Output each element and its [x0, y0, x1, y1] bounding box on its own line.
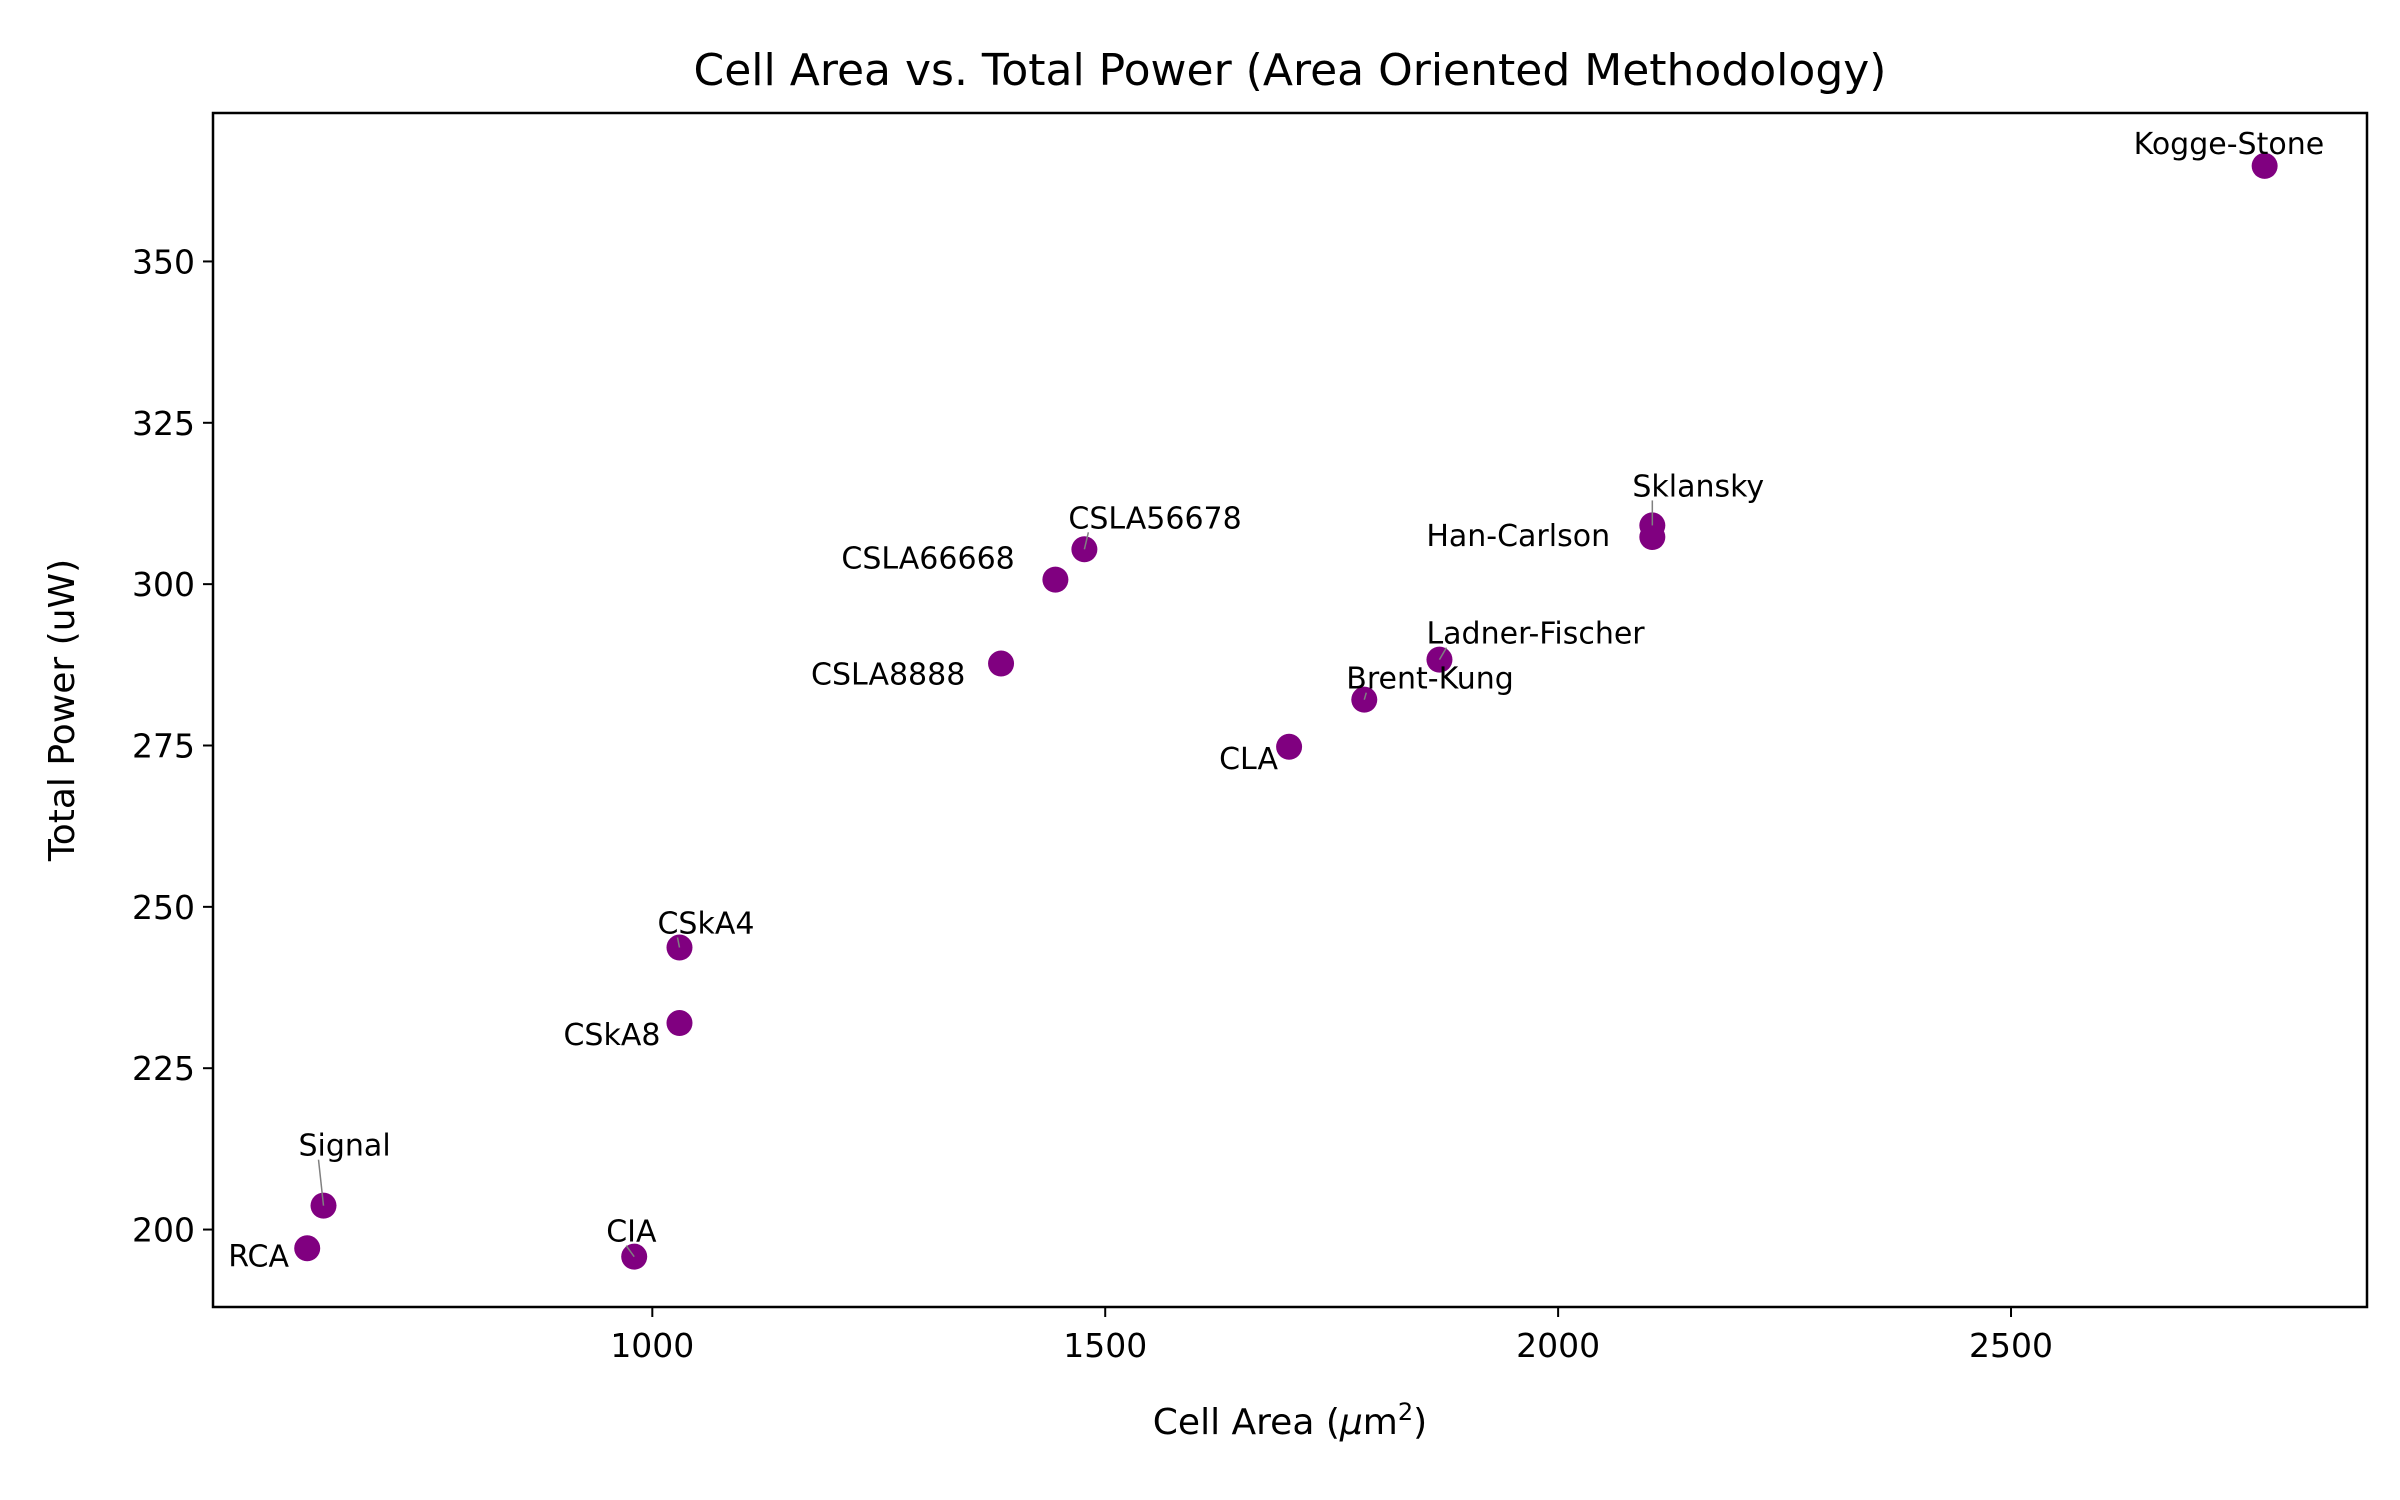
data-point [1276, 733, 1303, 760]
data-point-label: CSLA8888 [811, 658, 965, 693]
data-point-label: Kogge-Stone [2134, 127, 2325, 162]
data-point-label: CSLA56678 [1068, 501, 1241, 536]
data-point-label: Han-Carlson [1426, 519, 1610, 554]
data-point-label: CSkA8 [563, 1018, 660, 1053]
label-leader-line [1083, 532, 1090, 550]
data-point [666, 1010, 693, 1037]
chart-title: Cell Area vs. Total Power (Area Oriented… [694, 45, 1887, 96]
data-point-label: CSLA66668 [841, 542, 1014, 577]
data-point-label: CLA [1219, 742, 1278, 777]
y-axis-ticks: 200 225 250 275 300 325 350 [132, 242, 213, 1250]
data-point [2251, 152, 2278, 179]
x-axis-ticks: 1000 1500 2000 2500 [610, 1307, 2053, 1365]
label-leader-line [317, 1159, 325, 1206]
data-point-label: Ladner-Fischer [1426, 617, 1645, 652]
y-tick-label: 225 [132, 1049, 195, 1088]
y-tick-label: 350 [132, 242, 195, 281]
data-point [988, 650, 1015, 677]
y-tick-label: 300 [132, 565, 195, 604]
plot-area-frame [211, 111, 2369, 1309]
data-point-label: CIA [606, 1215, 657, 1250]
data-point-label: Brent-Kung [1346, 662, 1514, 697]
label-leader-line [625, 1245, 635, 1258]
x-axis-label-unit: m [1363, 1402, 1398, 1443]
label-leader-line [676, 937, 681, 948]
y-tick-label: 325 [132, 404, 195, 443]
data-points [294, 152, 2278, 1270]
data-point-label: Sklansky [1632, 469, 1764, 504]
x-tick-label: 1000 [610, 1326, 694, 1365]
x-axis-label-close: ) [1413, 1402, 1427, 1443]
x-tick-label: 2000 [1516, 1326, 1600, 1365]
label-leader-line [1363, 692, 1367, 700]
x-tick-label: 2500 [1969, 1326, 2053, 1365]
x-tick-label: 1500 [1063, 1326, 1147, 1365]
x-axis-label-superscript: 2 [1398, 1398, 1413, 1426]
x-axis-label-mu: μ [1339, 1402, 1363, 1443]
x-axis-label: Cell Area (μm2) [1153, 1398, 1427, 1443]
data-point-label: RCA [228, 1239, 289, 1274]
data-point [1042, 566, 1069, 593]
label-leader-line [1438, 647, 1448, 661]
y-tick-label: 250 [132, 888, 195, 927]
point-labels: RCA Signal CIA CSkA8 CSkA4 CSLA8888 CSLA66668 C… [228, 127, 2324, 1274]
y-axis-label: Total Power (uW) [42, 559, 83, 862]
data-point-label: Signal [299, 1129, 391, 1164]
y-tick-label: 200 [132, 1211, 195, 1250]
x-axis-label-main: Cell Area ( [1153, 1402, 1340, 1443]
data-point-label: CSkA4 [657, 907, 754, 942]
y-tick-label: 275 [132, 726, 195, 765]
data-point [294, 1235, 321, 1262]
